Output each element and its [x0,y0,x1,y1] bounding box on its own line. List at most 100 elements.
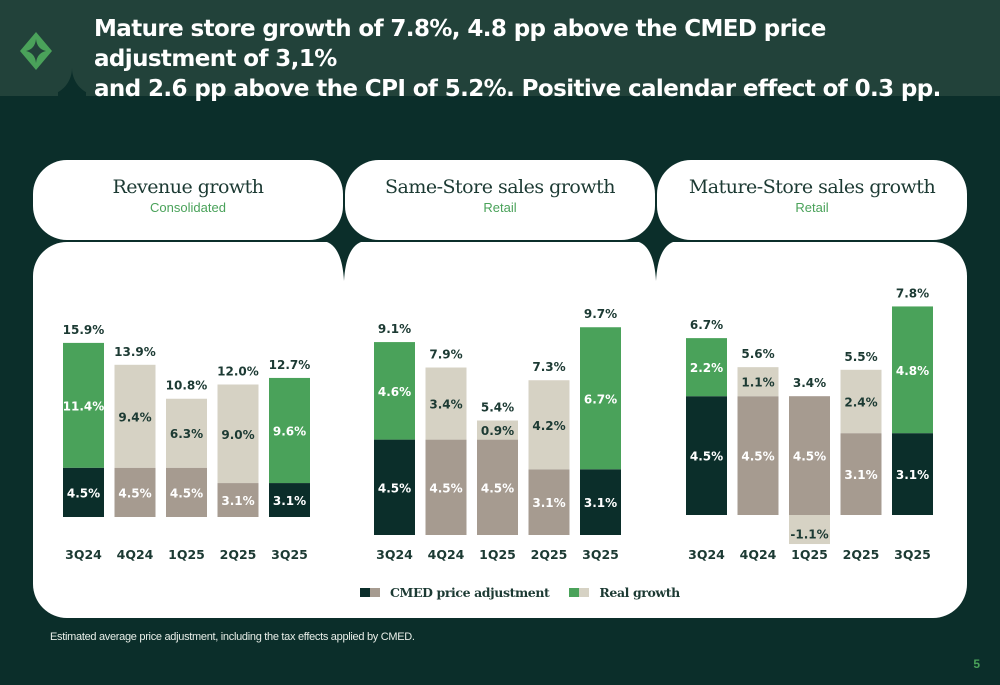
bar-label-real-growth: 4.2% [532,419,565,433]
bar-label-real-growth: 4.8% [896,364,929,378]
bar-real-growth-1Q25 [166,398,207,468]
panel-title: Same-Store sales growth [385,176,616,198]
bar-real-growth-3Q24 [63,342,104,468]
x-tick-label: 4Q24 [740,547,777,562]
bar-total-label: 3.4% [793,376,826,390]
bar-total-label: 7.9% [429,348,462,362]
bar-label-cmed: 3.1% [844,468,877,482]
bar-real-growth-4Q24 [114,364,156,468]
bar-total-label: 5.6% [741,347,774,361]
legend-swatch [360,587,370,597]
legend-swatch [569,587,580,597]
legend-item-real-growth: Real growth [569,584,680,600]
bar-real-growth-1Q25 [477,420,518,440]
bar-total-label: 7.3% [532,360,565,374]
page-number: 5 [973,657,980,671]
headline-line-2: and 2.6 pp above the CPI of 5.2%. Positi… [94,76,941,102]
bar-total-label: 12.0% [217,365,259,379]
bar-total-label: 13.9% [114,345,156,359]
bar-label-cmed: 4.5% [481,481,514,495]
panel-header-mature-store: Mature-Store sales growth Retail [657,160,967,240]
bar-label-cmed: 4.5% [793,450,826,464]
same-store-growth-chart: 4.5% 4.6% 9.1% 3Q24 4.5% 3.4% 7.9% 4Q24 4.5% 0.9%… [374,307,621,562]
bar-label-real-growth: 2.2% [690,361,723,375]
bar-label-real-growth: 6.7% [584,392,617,406]
legend-item-cmed: CMED price adjustment [360,585,550,600]
bar-cmed-4Q24 [737,396,779,515]
bar-label-real-growth: 3.4% [429,398,462,412]
x-tick-label: 3Q25 [271,547,308,562]
bar-real-growth-3Q24 [374,342,415,440]
star-connector-icon [324,201,364,281]
bar-total-label: 7.8% [896,286,929,300]
bar-cmed-3Q25 [580,469,621,535]
bar-cmed-4Q24 [425,439,467,535]
bar-label-real-growth: 9.0% [221,428,254,442]
bar-real-growth-2Q25 [217,384,259,484]
bar-cmed-2Q25 [528,469,570,535]
bar-cmed-1Q25 [477,439,518,535]
bar-cmed-2Q25 [217,483,259,517]
bar-real-growth-3Q25 [269,377,310,484]
panel-title: Mature-Store sales growth [688,176,936,198]
bar-total-label: 9.1% [378,322,411,336]
panel-subtitle: Retail [483,200,517,215]
bar-cmed-2Q25 [840,433,882,515]
bar-label-real-growth: 11.4% [63,399,105,413]
bar-label-real-growth: 2.4% [844,395,877,409]
revenue-growth-chart: 4.5% 11.4% 15.9% 3Q24 4.5% 9.4% 13.9% 4Q24 4.5% 6… [63,323,311,562]
legend-swatch [370,587,380,597]
bar-cmed-3Q24 [686,396,727,515]
page-headline: Mature store growth of 7.8%, 4.8 pp abov… [94,14,974,104]
bar-label-cmed: 4.5% [690,450,723,464]
panel-header-revenue: Revenue growth Consolidated [33,160,343,240]
bar-cmed-1Q25 [789,396,830,515]
bar-label-real-growth: 0.9% [481,424,514,438]
headline-line-1: Mature store growth of 7.8%, 4.8 pp abov… [94,16,826,72]
bar-real-growth-1Q25 [789,515,830,545]
bar-label-cmed: 4.5% [741,450,774,464]
company-logo-icon [20,32,52,70]
bar-real-growth-4Q24 [425,367,467,440]
x-tick-label: 3Q24 [65,547,102,562]
bar-total-label: 10.8% [166,379,208,393]
x-tick-label: 3Q25 [582,547,619,562]
bar-label-cmed: 3.1% [532,496,565,510]
bar-label-cmed: 4.5% [378,481,411,495]
bar-cmed-3Q24 [63,467,104,517]
bar-total-label: 6.7% [690,318,723,332]
bar-cmed-4Q24 [114,467,156,517]
panel-subtitle: Retail [795,200,829,215]
bar-label-real-growth: 1.1% [741,376,774,390]
panel-title: Revenue growth [112,176,264,198]
x-tick-label: 3Q24 [688,547,725,562]
bar-label-real-growth: 4.6% [378,385,411,399]
x-tick-label: 2Q25 [843,547,880,562]
x-tick-label: 4Q24 [428,547,465,562]
x-tick-label: 3Q25 [894,547,931,562]
bar-total-label: 5.5% [844,350,877,364]
bar-label-real-growth: 6.3% [170,427,203,441]
mature-store-growth-chart: 4.5% 2.2% 6.7% 3Q24 4.5% 1.1% 5.6% 4Q24 4.5% -1.1… [686,286,933,562]
bar-total-label: 15.9% [63,323,105,337]
x-tick-label: 4Q24 [117,547,154,562]
bar-cmed-1Q25 [166,467,207,517]
legend-swatch [579,587,590,597]
star-connector-icon [636,201,676,281]
bar-total-label: 9.7% [584,307,617,321]
legend-label: Real growth [599,584,680,600]
x-tick-label: 1Q25 [479,547,516,562]
bar-real-growth-3Q25 [580,327,621,470]
bar-label-real-growth: 9.6% [273,424,306,438]
bar-label-cmed: 4.5% [118,486,151,500]
x-tick-label: 2Q25 [220,547,257,562]
header-banner: Mature store growth of 7.8%, 4.8 pp abov… [0,0,1000,102]
bar-total-label: 12.7% [269,358,311,372]
bar-cmed-3Q24 [374,439,415,535]
chart-legend: CMED price adjustment Real growth [360,582,700,602]
bar-cmed-3Q25 [892,433,933,515]
bar-real-growth-2Q25 [840,369,882,434]
header-notch [44,62,100,96]
bar-label-cmed: 3.1% [896,468,929,482]
bar-label-cmed: 4.5% [67,486,100,500]
